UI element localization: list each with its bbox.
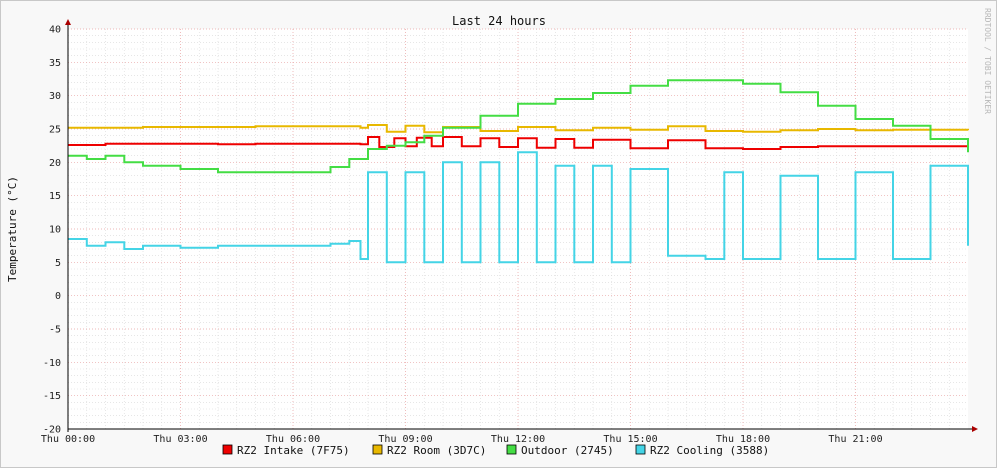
series-line — [68, 136, 969, 150]
y-tick-label: 30 — [49, 91, 61, 102]
legend-label: Outdoor (2745) — [521, 444, 614, 457]
y-tick-label: -5 — [49, 325, 61, 336]
y-tick-label: -15 — [43, 391, 61, 402]
x-tick-label: Thu 12:00 — [491, 434, 545, 445]
y-tick-label: 0 — [55, 291, 61, 302]
legend-swatch — [635, 444, 646, 455]
y-axis-arrow — [65, 19, 71, 25]
y-tick-label: 15 — [49, 191, 61, 202]
legend-label: RZ2 Room (3D7C) — [387, 444, 486, 457]
legend-swatch — [506, 444, 517, 455]
y-tick-label: -10 — [43, 358, 61, 369]
y-tick-label: 25 — [49, 125, 61, 136]
x-tick-label: Thu 03:00 — [153, 434, 207, 445]
y-tick-label: -20 — [43, 425, 61, 436]
series-line — [68, 151, 969, 264]
y-tick-label: 40 — [49, 25, 61, 36]
y-tick-label: 5 — [55, 258, 61, 269]
x-tick-label: Thu 06:00 — [266, 434, 320, 445]
y-axis-ticks: 40 35 30 25 20 15 10 5 0 -5 -10 -15 -20 — [43, 25, 61, 436]
legend-swatch — [222, 444, 233, 455]
series-line — [68, 79, 969, 174]
chart-title: Last 24 hours — [452, 14, 546, 28]
series-line — [68, 124, 969, 134]
legend-swatch — [372, 444, 383, 455]
x-axis-ticks: Thu 00:00 Thu 03:00 Thu 06:00 Thu 09:00 Thu … — [41, 434, 883, 445]
x-tick-label: Thu 00:00 — [41, 434, 95, 445]
series-layer — [68, 79, 969, 264]
x-tick-label: Thu 21:00 — [828, 434, 882, 445]
legend-label: RZ2 Intake (7F75) — [237, 444, 350, 457]
legend-label: RZ2 Cooling (3588) — [650, 444, 769, 457]
x-tick-label: Thu 18:00 — [716, 434, 770, 445]
y-tick-label: 10 — [49, 225, 61, 236]
y-axis-label: Temperature (°C) — [6, 176, 19, 282]
y-tick-label: 35 — [49, 58, 61, 69]
axes — [65, 19, 978, 432]
x-tick-label: Thu 15:00 — [603, 434, 657, 445]
rrdtool-watermark: RRDTOOL / TOBI OETIKER — [983, 8, 992, 114]
y-tick-label: 20 — [49, 158, 61, 169]
legend: RZ2 Intake (7F75) RZ2 Room (3D7C) Outdoor … — [222, 444, 769, 457]
x-tick-label: Thu 09:00 — [378, 434, 432, 445]
x-axis-arrow — [972, 426, 978, 432]
